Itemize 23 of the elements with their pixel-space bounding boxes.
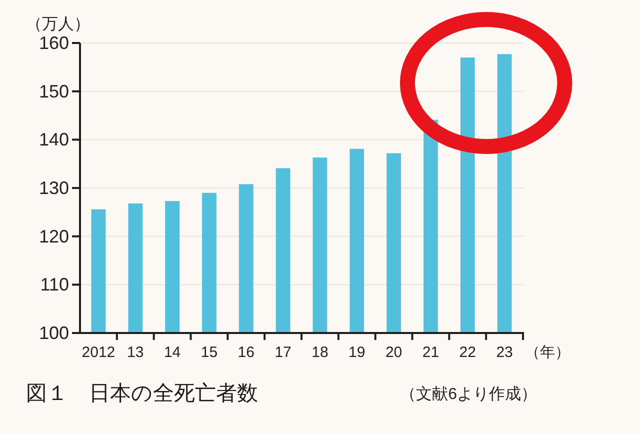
y-tick-label: 100 xyxy=(38,323,69,343)
x-tick-label: 15 xyxy=(200,344,218,361)
y-tick-label: 120 xyxy=(38,226,69,246)
x-tick-label: 19 xyxy=(348,344,366,361)
y-tick-label: 150 xyxy=(38,81,69,102)
x-tick-label: 18 xyxy=(312,344,328,361)
x-tick-label: 23 xyxy=(496,344,513,361)
y-tick-label: 160 xyxy=(38,33,69,53)
title: 図１ 日本の全死亡者数 xyxy=(26,382,258,405)
x-tick-label: 20 xyxy=(385,344,402,361)
y-tick-label: 110 xyxy=(40,274,69,295)
x-tick-label: 13 xyxy=(127,344,144,361)
annotation: （文献6より作成） xyxy=(400,386,537,403)
xlabel: （年） xyxy=(525,344,570,361)
y-tick-label: 130 xyxy=(38,178,69,198)
y-tick-label: 140 xyxy=(38,130,69,150)
x-tick-label: 14 xyxy=(164,344,181,361)
x-tick-label: 16 xyxy=(238,344,254,361)
ylabel: （万人） xyxy=(26,16,90,33)
x-tick-label: 17 xyxy=(274,344,292,361)
x-tick-label: 2012 xyxy=(82,344,116,361)
x-tick-label: 21 xyxy=(422,344,440,361)
x-tick-label: 22 xyxy=(459,344,476,361)
